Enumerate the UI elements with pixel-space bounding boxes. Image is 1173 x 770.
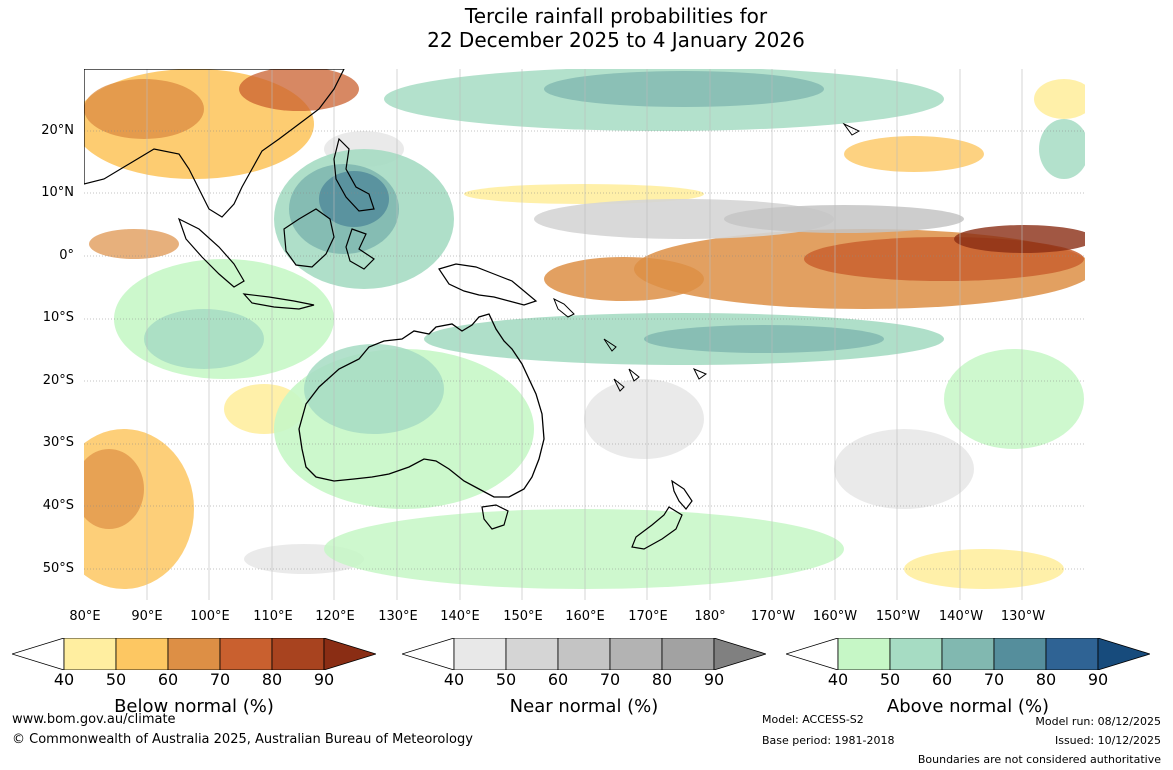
swatch-near-4 [609, 638, 663, 670]
legend-above-normal-bar [786, 638, 1150, 670]
swatch-near-1 [453, 638, 507, 670]
lon-label-150e: 150°E [503, 609, 543, 624]
legend-near-normal-bar [402, 638, 766, 670]
issued-text: Issued: 10/12/2025 [1054, 734, 1161, 747]
swatch-near-3 [557, 638, 611, 670]
legend-below-tick: 60 [157, 670, 179, 689]
legend-below-tick: 70 [209, 670, 231, 689]
borneo-outline [283, 208, 335, 268]
lat-label-20s: 20°S [42, 373, 74, 388]
swatch-below-5 [271, 638, 325, 670]
lat-label-30s: 30°S [42, 435, 74, 450]
legend-near-tick: 50 [495, 670, 517, 689]
swatch-above-5 [1045, 638, 1099, 670]
website-link[interactable]: www.bom.gov.au/climate [12, 712, 176, 727]
lon-label-130w: 130°W [1000, 609, 1046, 624]
lon-label-130e: 130°E [378, 609, 418, 624]
lon-label-140e: 140°E [440, 609, 480, 624]
map-title: Tercile rainfall probabilities for 22 De… [0, 4, 1173, 52]
lon-label-160w: 160°W [812, 609, 858, 624]
rainfall-probability-map [84, 69, 1085, 600]
swatch-below-4 [219, 638, 273, 670]
sumatra-outline [177, 217, 245, 288]
swatch-above-2 [889, 638, 943, 670]
copyright-text: © Commonwealth of Australia 2025, Austra… [12, 732, 473, 747]
disclaimer-text: Boundaries are not considered authoritat… [917, 753, 1161, 766]
tasmania-outline [481, 504, 509, 530]
swatch-below-3 [167, 638, 221, 670]
new-guinea-outline [438, 263, 538, 306]
lat-label-50s: 50°S [42, 561, 74, 576]
lat-label-40s: 40°S [42, 498, 74, 513]
lon-label-110e: 110°E [253, 609, 293, 624]
swatch-near-6 [713, 638, 766, 670]
swatch-above-0 [786, 638, 839, 670]
legend-below-title: Below normal (%) [114, 696, 274, 717]
swatch-above-1 [837, 638, 891, 670]
philippines-outline [333, 137, 375, 212]
lon-label-150w: 150°W [875, 609, 921, 624]
legend-near-title: Near normal (%) [509, 696, 659, 717]
lon-label-100e: 100°E [190, 609, 230, 624]
legend-near-tick: 80 [651, 670, 673, 689]
lon-label-170w: 170°W [750, 609, 796, 624]
legend-above-tick: 40 [827, 670, 849, 689]
base-period-text: Base period: 1981-2018 [762, 734, 895, 747]
sulawesi-outline [345, 228, 375, 270]
legend-below-normal [12, 638, 376, 670]
legend-above-tick: 70 [983, 670, 1005, 689]
swatch-above-4 [993, 638, 1047, 670]
legend-near-tick: 40 [443, 670, 465, 689]
swatch-above-3 [941, 638, 995, 670]
lon-label-80e: 80°E [69, 609, 101, 624]
swatch-above-6 [1097, 638, 1150, 670]
lon-label-170e: 170°E [628, 609, 668, 624]
legend-below-tick: 40 [53, 670, 75, 689]
pacific-islands [553, 122, 861, 392]
swatch-near-5 [661, 638, 715, 670]
lon-label-160e: 160°E [565, 609, 605, 624]
swatch-near-2 [505, 638, 559, 670]
lat-label-20n: 20°N [41, 123, 74, 138]
legend-near-tick: 60 [547, 670, 569, 689]
legend-below-tick: 50 [105, 670, 127, 689]
java-outline [242, 293, 315, 310]
legend-below-normal-bar [12, 638, 376, 670]
legend-near-tick: 90 [703, 670, 725, 689]
model-text: Model: ACCESS-S2 [762, 713, 864, 726]
swatch-below-0 [12, 638, 65, 670]
lon-label-140w: 140°W [938, 609, 984, 624]
model-run-text: Model run: 08/12/2025 [1035, 715, 1161, 728]
legend-above-title: Above normal (%) [886, 696, 1050, 717]
legend-below-tick: 90 [313, 670, 335, 689]
legend-above-tick: 50 [879, 670, 901, 689]
graticule [84, 130, 1085, 570]
legend-above-tick: 80 [1035, 670, 1057, 689]
legend-above-tick: 90 [1087, 670, 1109, 689]
australia-outline [298, 313, 545, 498]
legend-above-tick: 60 [931, 670, 953, 689]
lat-label-10n: 10°N [41, 185, 74, 200]
lat-label-0: 0° [59, 248, 74, 263]
swatch-below-2 [115, 638, 169, 670]
legend-near-normal [402, 638, 766, 670]
lon-label-90e: 90°E [131, 609, 163, 624]
legend-near-tick: 70 [599, 670, 621, 689]
below-normal-regions [84, 69, 1085, 589]
title-line-1: Tercile rainfall probabilities for [464, 4, 768, 28]
lat-label-10s: 10°S [42, 310, 74, 325]
swatch-near-0 [402, 638, 455, 670]
lon-label-120e: 120°E [315, 609, 355, 624]
swatch-below-1 [63, 638, 117, 670]
title-line-2: 22 December 2025 to 4 January 2026 [427, 28, 805, 52]
legend-above-normal [786, 638, 1150, 670]
legend-below-tick: 80 [261, 670, 283, 689]
swatch-below-6 [323, 638, 376, 670]
lon-label-180: 180° [694, 609, 726, 624]
asia-mainland-outline [84, 69, 345, 218]
new-zealand-outline [631, 479, 693, 550]
